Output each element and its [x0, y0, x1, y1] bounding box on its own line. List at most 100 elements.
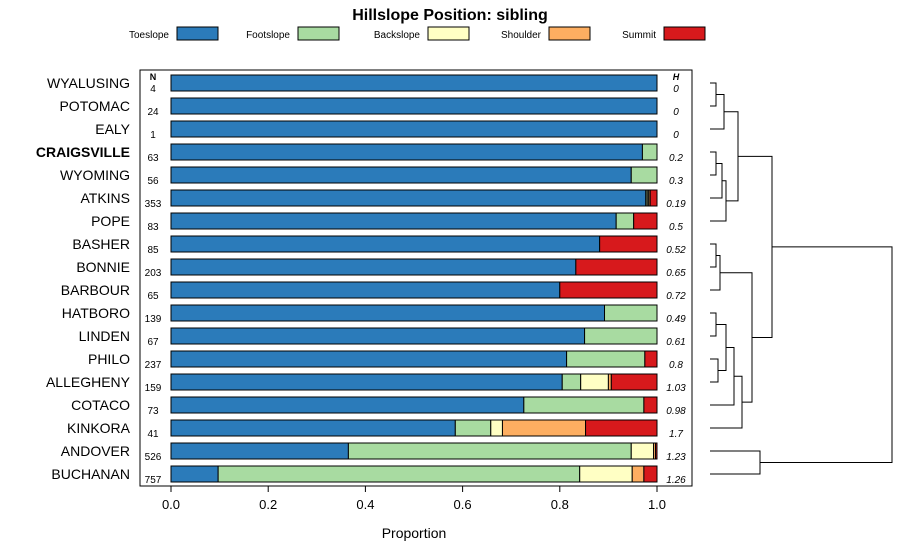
- bar-segment-summit: [655, 442, 658, 460]
- bar-row-hatboro: HATBORO 139 0.49: [62, 304, 686, 325]
- bar-segment-backslope: [580, 373, 609, 391]
- n-value: 1: [150, 130, 156, 141]
- bar-segment-toeslope: [170, 442, 349, 460]
- legend-label-summit: Summit: [622, 30, 656, 41]
- legend-swatch-toeslope: [176, 26, 219, 41]
- bar-segment-summit: [633, 212, 658, 230]
- h-value: 0.19: [666, 199, 686, 210]
- x-tick-label: 0.0: [162, 497, 180, 512]
- bar-row-barbour: BARBOUR 65 0.72: [61, 281, 686, 302]
- n-value: 237: [145, 360, 162, 371]
- row-label: LINDEN: [79, 328, 130, 344]
- bar-row-craigsville: CRAIGSVILLE 63 0.2: [36, 143, 683, 164]
- bar-segment-toeslope: [170, 258, 577, 276]
- bar-row-basher: BASHER 85 0.52: [72, 235, 686, 256]
- bar-segment-toeslope: [170, 350, 568, 368]
- dendrogram-branch: [710, 94, 725, 130]
- legend-swatch-backslope: [427, 26, 470, 41]
- legend-label-toeslope: Toeslope: [129, 30, 169, 41]
- bar-segment-toeslope: [170, 419, 456, 437]
- x-axis-title: Proportion: [382, 525, 447, 541]
- bar-row-wyalusing: WYALUSING 4 0: [47, 74, 679, 95]
- bar-segment-footslope: [454, 419, 492, 437]
- bar-segment-toeslope: [170, 373, 563, 391]
- row-label: POPE: [91, 213, 130, 229]
- bar-segment-summit: [559, 281, 658, 299]
- bar-row-bonnie: BONNIE 203 0.65: [76, 258, 686, 279]
- n-value: 203: [145, 268, 162, 279]
- dendrogram-branch: [710, 151, 717, 176]
- row-label: BONNIE: [76, 259, 130, 275]
- n-value: 65: [147, 291, 159, 302]
- h-column-header: H: [673, 72, 680, 82]
- x-tick-label: 0.6: [454, 497, 472, 512]
- n-value: 526: [145, 452, 162, 463]
- row-label: BUCHANAN: [51, 466, 130, 482]
- n-value: 139: [145, 314, 162, 325]
- bar-segment-footslope: [630, 166, 658, 184]
- h-value: 0: [673, 130, 679, 141]
- h-value: 0.2: [669, 153, 683, 164]
- h-value: 0.5: [669, 222, 683, 233]
- bar-segment-toeslope: [170, 235, 601, 253]
- h-value: 0.65: [666, 268, 686, 279]
- n-value: 353: [145, 199, 162, 210]
- n-value: 24: [147, 107, 159, 118]
- bar-row-kinkora: KINKORA 41 1.7: [67, 419, 683, 440]
- bar-segment-footslope: [584, 327, 658, 345]
- bar-segment-shoulder: [631, 465, 645, 483]
- row-label: EALY: [95, 121, 130, 137]
- dendrogram-branch: [710, 180, 727, 222]
- bar-segment-summit: [644, 350, 658, 368]
- x-tick-label: 1.0: [648, 497, 666, 512]
- x-tick-label: 0.2: [259, 497, 277, 512]
- row-label: PHILO: [88, 351, 130, 367]
- bar-segment-toeslope: [170, 189, 647, 207]
- bar-segment-backslope: [579, 465, 633, 483]
- dendrogram-branch: [710, 82, 717, 107]
- bar-segment-summit: [585, 419, 658, 437]
- h-value: 0: [673, 84, 679, 95]
- n-value: 757: [145, 475, 162, 486]
- bar-row-linden: LINDEN 67 0.61: [79, 327, 686, 348]
- legend-swatch-footslope: [297, 26, 340, 41]
- dendrogram-branch: [710, 243, 717, 268]
- dendrogram-branch: [720, 272, 753, 403]
- row-label: ALLEGHENY: [46, 374, 131, 390]
- bar-segment-toeslope: [170, 74, 658, 92]
- bar-segment-footslope: [217, 465, 581, 483]
- bar-row-potomac: POTOMAC 24 0: [59, 97, 679, 118]
- bar-segment-toeslope: [170, 120, 658, 138]
- dendrogram-branch: [710, 312, 717, 337]
- bar-segment-summit: [643, 465, 658, 483]
- bar-segment-summit: [649, 189, 658, 207]
- n-value: 41: [147, 429, 159, 440]
- bar-segment-shoulder: [501, 419, 587, 437]
- bar-segment-summit: [610, 373, 658, 391]
- dendrogram-branch: [760, 246, 893, 463]
- dendrogram: [710, 82, 893, 475]
- bar-segment-footslope: [347, 442, 632, 460]
- bar-segment-footslope: [604, 304, 658, 322]
- h-value: 0.3: [669, 176, 683, 187]
- row-label: CRAIGSVILLE: [36, 144, 130, 160]
- bar-segment-summit: [575, 258, 658, 276]
- plot-frame: [139, 69, 693, 487]
- h-value: 1.7: [669, 429, 683, 440]
- h-value: 0.98: [666, 406, 686, 417]
- bar-segment-toeslope: [170, 212, 617, 230]
- h-value: 0.61: [666, 337, 685, 348]
- x-tick-label: 0.4: [356, 497, 374, 512]
- dendrogram-branch: [710, 375, 743, 429]
- n-value: 83: [147, 222, 159, 233]
- n-column-header: N: [150, 72, 157, 82]
- n-value: 67: [147, 337, 159, 348]
- x-axis: 0.0 0.2 0.4 0.6 0.8 1.0: [162, 486, 666, 512]
- dendrogram-branch: [738, 155, 773, 338]
- legend-label-shoulder: Shoulder: [501, 30, 542, 41]
- chart-title: Hillslope Position: sibling: [352, 7, 548, 24]
- h-value: 0.52: [666, 245, 686, 256]
- legend-label-backslope: Backslope: [374, 30, 421, 41]
- row-label: WYOMING: [60, 167, 130, 183]
